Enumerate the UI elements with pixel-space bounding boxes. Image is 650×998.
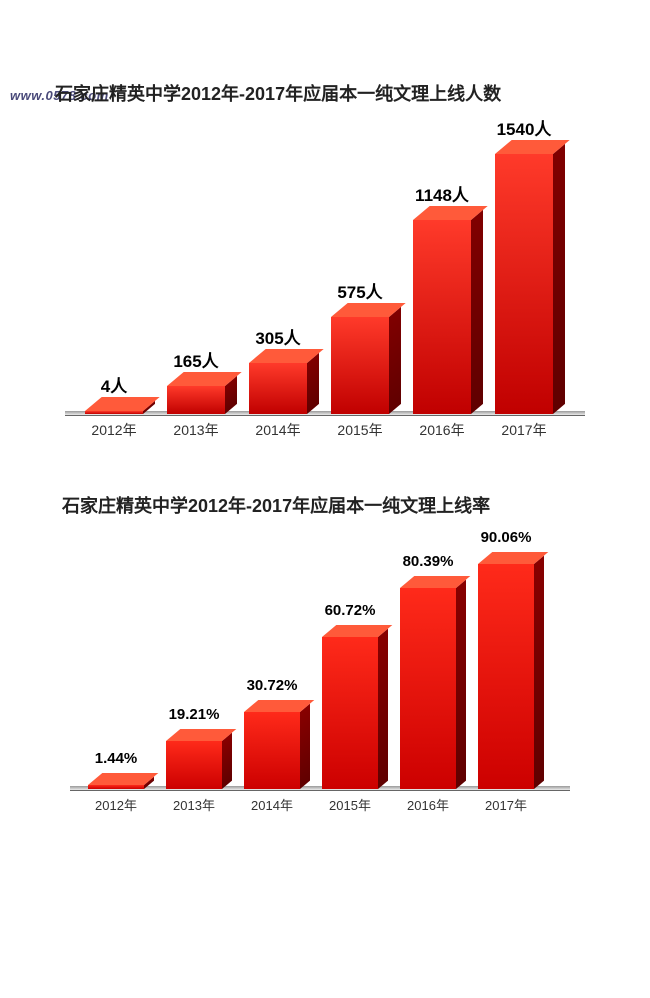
bar-value-label: 60.72% (311, 602, 389, 619)
bar-front (495, 154, 553, 414)
chart-count: 石家庄精英中学2012年-2017年应届本一纯文理上线人数 4人2012年 165… (55, 80, 615, 414)
bar-side (471, 210, 483, 414)
x-axis-label: 2016年 (389, 795, 467, 814)
x-axis-label: 2012年 (77, 795, 155, 814)
bar-front (322, 637, 378, 789)
x-axis-label: 2015年 (319, 420, 400, 440)
bar-group: 305人2014年 (249, 363, 307, 414)
bar-value-label: 80.39% (389, 553, 467, 570)
bar-group: 80.39%2016年 (400, 588, 456, 789)
bar-value-label: 165人 (155, 347, 236, 372)
bar-front (85, 411, 143, 414)
bar-value-label: 1.44% (77, 750, 155, 767)
bar-group: 1.44%2012年 (88, 785, 144, 789)
x-axis-label: 2017年 (467, 795, 545, 814)
bar-group: 1148人2016年 (413, 220, 471, 414)
chart-rate-title: 石家庄精英中学2012年-2017年应届本一纯文理上线率 (62, 492, 602, 518)
bar-group: 30.72%2014年 (244, 712, 300, 789)
bar-side (378, 629, 388, 789)
bar-value-label: 4人 (73, 372, 154, 397)
x-axis-label: 2013年 (155, 795, 233, 814)
bar-side (553, 144, 565, 414)
bar-side (300, 704, 310, 789)
bar-value-label: 1148人 (401, 181, 482, 206)
bar-front (88, 785, 144, 789)
bar-front (400, 588, 456, 789)
bar-side (389, 307, 401, 414)
bar-front (244, 712, 300, 789)
bar-front (413, 220, 471, 414)
bar-front (249, 363, 307, 414)
x-axis-label: 2015年 (311, 795, 389, 814)
bar-side (534, 556, 544, 789)
bar-group: 60.72%2015年 (322, 637, 378, 789)
bar-group: 19.21%2013年 (166, 741, 222, 789)
x-axis-label: 2013年 (155, 420, 236, 440)
bar-group: 165人2013年 (167, 386, 225, 414)
bar-side (222, 733, 232, 789)
bar-value-label: 19.21% (155, 706, 233, 723)
baseline (70, 790, 570, 791)
bar-group: 1540人2017年 (495, 154, 553, 414)
x-axis-label: 2017年 (483, 420, 564, 440)
bar-side (456, 580, 466, 789)
bar-group: 575人2015年 (331, 317, 389, 414)
bar-value-label: 90.06% (467, 529, 545, 546)
bar-front (166, 741, 222, 789)
chart-count-title: 石家庄精英中学2012年-2017年应届本一纯文理上线人数 (55, 80, 615, 106)
chart-rate: 石家庄精英中学2012年-2017年应届本一纯文理上线率 1.44%2012年1… (62, 492, 602, 789)
bar-value-label: 575人 (319, 278, 400, 303)
chart-count-plot: 4人2012年 165人2013年 305人2014年 575人2015年 1148人2… (65, 124, 585, 414)
bar-side (307, 352, 319, 414)
bar-front (331, 317, 389, 414)
bar-value-label: 1540人 (483, 115, 564, 140)
x-axis-label: 2014年 (237, 420, 318, 440)
bar-group: 4人2012年 (85, 411, 143, 414)
x-axis-label: 2016年 (401, 420, 482, 440)
bar-group: 90.06%2017年 (478, 564, 534, 789)
bar-front (167, 386, 225, 414)
bar-value-label: 305人 (237, 324, 318, 349)
x-axis-label: 2012年 (73, 420, 154, 440)
bar-value-label: 30.72% (233, 677, 311, 694)
x-axis-label: 2014年 (233, 795, 311, 814)
baseline (65, 415, 585, 416)
bar-front (478, 564, 534, 789)
chart-rate-plot: 1.44%2012年 19.21%2013年 30.72%2014年 60.72%20… (70, 534, 570, 789)
